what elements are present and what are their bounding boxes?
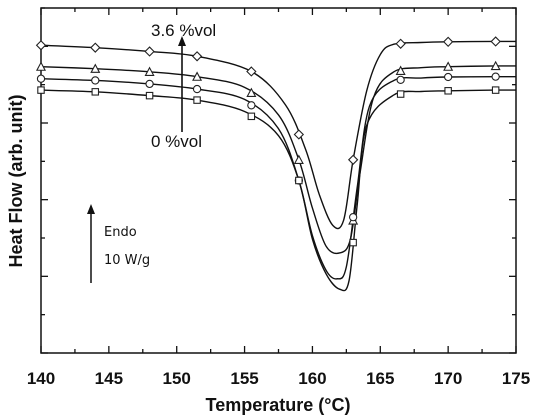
data-point-diamond xyxy=(347,154,359,165)
plot-frame xyxy=(40,7,517,354)
annotation-top-label: 3.6 %vol xyxy=(151,21,216,40)
data-point-diamond xyxy=(293,129,305,140)
annotation-bottom-label: 0 %vol xyxy=(151,132,202,151)
data-point-triangle xyxy=(192,71,203,81)
x-tick-label: 165 xyxy=(366,369,394,388)
data-point-square xyxy=(247,112,256,121)
data-point-square xyxy=(37,86,45,94)
data-point-circle xyxy=(91,76,100,85)
axis-ticks xyxy=(40,7,517,354)
data-point-circle xyxy=(247,101,256,110)
x-tick-label: 145 xyxy=(95,369,123,388)
data-point-square xyxy=(295,176,303,185)
data-point-square xyxy=(396,90,405,98)
data-point-circle xyxy=(348,213,358,222)
data-point-triangle xyxy=(293,154,304,164)
scale-label: 10 W/g xyxy=(104,253,150,268)
x-tick-label: 175 xyxy=(502,369,530,388)
data-point-triangle xyxy=(90,63,101,73)
data-point-triangle xyxy=(35,61,47,71)
data-point-triangle xyxy=(144,66,155,76)
data-point-triangle xyxy=(395,65,406,75)
data-point-diamond xyxy=(35,40,47,51)
series-markers xyxy=(35,36,501,247)
data-point-triangle xyxy=(443,61,454,71)
data-point-triangle xyxy=(490,60,501,71)
x-tick-label: 150 xyxy=(163,369,191,388)
data-point-diamond xyxy=(191,51,203,62)
data-point-circle xyxy=(443,72,453,82)
data-point-circle xyxy=(36,74,46,83)
x-tick-label: 170 xyxy=(434,369,462,388)
data-point-triangle xyxy=(246,87,257,98)
data-point-square xyxy=(491,86,500,94)
data-point-circle xyxy=(145,79,154,89)
data-point-diamond xyxy=(442,36,454,47)
data-point-circle xyxy=(396,75,405,84)
data-point-circle xyxy=(192,84,202,94)
data-point-diamond xyxy=(395,38,406,49)
data-point-square xyxy=(193,96,201,104)
y-axis-title: Heat Flow (arb. unit) xyxy=(6,94,26,267)
data-point-diamond xyxy=(90,42,101,53)
series-line-circle xyxy=(40,75,517,280)
endo-arrow-head xyxy=(87,204,95,214)
data-point-circle xyxy=(491,72,500,81)
series-direction-arrow-head xyxy=(178,36,186,46)
endo-label: Endo xyxy=(104,225,137,240)
data-point-square xyxy=(91,88,100,96)
data-point-square xyxy=(444,87,452,95)
data-point-diamond xyxy=(490,36,501,47)
x-tick-label: 155 xyxy=(230,369,258,388)
x-tick-label: 140 xyxy=(27,369,55,388)
data-point-square xyxy=(349,238,357,247)
data-point-diamond xyxy=(246,66,257,77)
data-point-diamond xyxy=(144,46,155,57)
data-point-square xyxy=(145,91,154,100)
x-axis-title: Temperature (°C) xyxy=(206,395,351,415)
x-tick-labels: 140 145 150 155 160 165 170 175 xyxy=(27,369,530,388)
x-tick-label: 160 xyxy=(298,369,326,388)
